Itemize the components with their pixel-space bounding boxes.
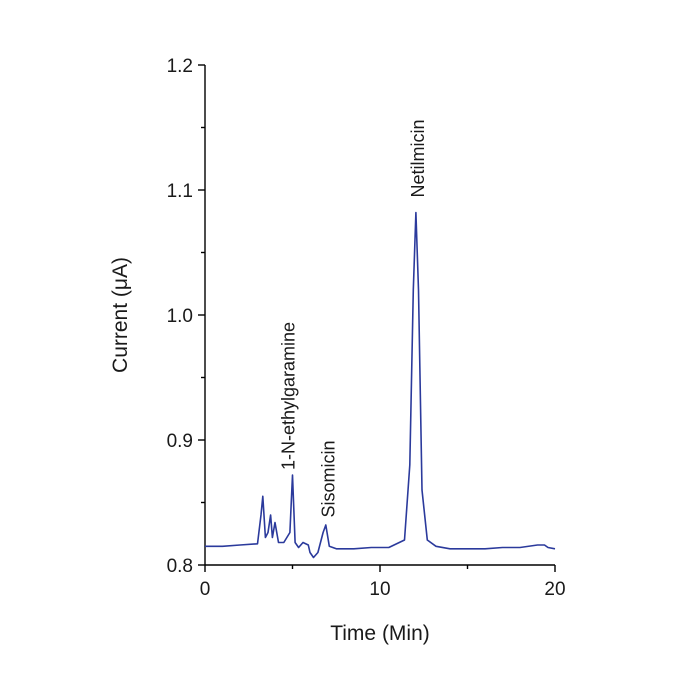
y-axis-title: Current (μA): [109, 257, 132, 373]
peak-annotations: 1-N-ethylgaramine Sisomicin Netilmicin: [278, 119, 428, 517]
chromatogram-trace: [205, 211, 556, 559]
x-axis-title: Time (Min): [330, 622, 430, 645]
y-tick-label: 1.1: [167, 181, 193, 202]
x-tick-label: 10: [369, 579, 390, 600]
peak-label: Netilmicin: [408, 119, 428, 197]
x-tick-label: 0: [200, 579, 211, 600]
peak-label: 1-N-ethylgaramine: [278, 322, 298, 470]
peak-label: Sisomicin: [319, 440, 339, 517]
x-tick-label: 20: [544, 579, 565, 600]
y-tick-label: 0.9: [167, 431, 193, 452]
axis-ticks: [198, 64, 556, 572]
axis-tick-labels: 0.8 0.9 1.0 1.1 1.2 0 10 20: [167, 56, 566, 600]
y-tick-label: 0.8: [167, 556, 193, 577]
y-tick-label: 1.2: [167, 56, 193, 77]
y-tick-label: 1.0: [167, 306, 193, 327]
